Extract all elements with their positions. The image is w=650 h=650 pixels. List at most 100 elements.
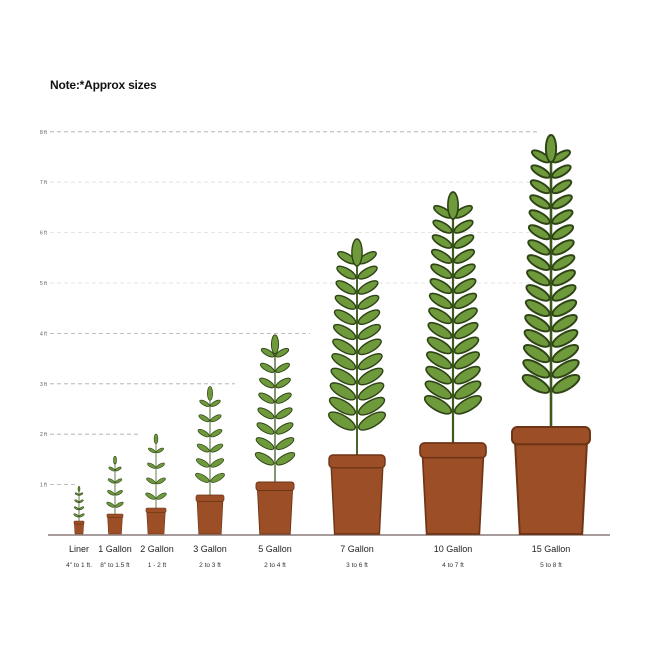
leaf (333, 309, 357, 325)
leaf (73, 506, 80, 511)
leaf (425, 351, 453, 370)
leaf (453, 336, 480, 355)
leaf (453, 234, 475, 249)
leaf (357, 323, 382, 341)
leaf (197, 428, 210, 438)
leaf (424, 380, 453, 400)
pot-rim (328, 454, 386, 469)
pot-rim (255, 481, 295, 491)
leaf (336, 265, 357, 280)
leaf (335, 280, 357, 295)
pot-body (330, 467, 384, 535)
leaf (453, 307, 478, 325)
height-range-label: 2 to 4 ft (264, 562, 286, 569)
leaf (527, 239, 551, 256)
leaf (78, 499, 84, 503)
leaf (74, 499, 80, 503)
leaf (525, 284, 551, 302)
axis-tick-label: 8 ft (40, 130, 48, 136)
size-label: 7 Gallon (340, 544, 374, 554)
leaf (551, 239, 575, 256)
plant-5-gallon: 5 Gallon 2 to 4 ft (254, 334, 296, 569)
leaf (107, 490, 115, 496)
leaf (156, 447, 164, 454)
leaf (331, 353, 357, 371)
size-label: 2 Gallon (140, 544, 174, 554)
height-range-label: 8" to 1.5 ft (100, 562, 130, 569)
leaf (330, 367, 357, 386)
leaf (210, 472, 225, 483)
leaf (428, 292, 453, 310)
leaf (156, 462, 165, 469)
leaf (78, 492, 84, 496)
leaf (275, 377, 291, 389)
leaf (544, 134, 558, 163)
leaf (275, 407, 293, 420)
leaf (529, 179, 551, 195)
leaf (357, 353, 383, 371)
plant-15-gallon: 15 Gallon 5 to 8 ft (511, 134, 591, 569)
leaf (426, 336, 453, 355)
leaf (453, 351, 481, 370)
leaf (115, 490, 123, 496)
pot-rim (195, 494, 225, 502)
leaf (115, 478, 123, 484)
height-range-label: 5 to 8 ft (540, 562, 562, 569)
leaf (453, 292, 478, 310)
plant-7-gallon: 7 Gallon 3 to 6 ft (328, 238, 386, 569)
leaf (275, 347, 290, 358)
leaf (329, 382, 357, 401)
leaf (357, 265, 378, 280)
leaf (551, 254, 576, 271)
leaf (428, 307, 453, 325)
leaf (210, 414, 222, 423)
leaf (357, 367, 384, 386)
leaf (275, 362, 291, 373)
leaf (270, 334, 280, 355)
leaf (259, 377, 275, 389)
axis-tick-label: 5 ft (40, 281, 48, 287)
size-label: 10 Gallon (434, 544, 473, 554)
pot-rim (419, 442, 487, 459)
leaf (526, 254, 551, 271)
pot-rim (511, 426, 591, 446)
leaf (551, 284, 577, 302)
leaf (79, 513, 85, 518)
leaf (524, 299, 551, 318)
leaf (207, 386, 213, 401)
leaf (275, 392, 292, 404)
leaf (254, 452, 275, 466)
leaf (210, 443, 224, 453)
leaf (198, 414, 210, 423)
leaf (551, 314, 578, 333)
size-label: 15 Gallon (532, 544, 571, 554)
axis-tick-label: 7 ft (40, 180, 48, 186)
leaf (447, 191, 459, 220)
leaf (328, 411, 356, 431)
leaf (108, 466, 115, 472)
leaf (453, 321, 479, 340)
leaf (196, 443, 210, 453)
leaf (328, 396, 357, 416)
leaf (275, 437, 295, 451)
leaf (199, 399, 210, 407)
axis-tick-label: 4 ft (40, 331, 48, 337)
leaf (551, 194, 573, 210)
leaf (357, 382, 385, 401)
size-label: 5 Gallon (258, 544, 292, 554)
plant-3-gallon: 3 Gallon 2 to 3 ft (193, 386, 227, 569)
leaf (522, 358, 551, 379)
leaf (153, 433, 159, 445)
leaf (527, 224, 551, 241)
leaf (258, 392, 275, 404)
leaf (113, 455, 117, 465)
leaf (551, 269, 576, 287)
leaf (146, 477, 156, 485)
leaf (73, 513, 79, 518)
leaf (115, 466, 122, 472)
leaf (115, 501, 124, 508)
leaf (432, 219, 453, 234)
size-label: 1 Gallon (98, 544, 132, 554)
axis-tick-label: 6 ft (40, 231, 48, 237)
